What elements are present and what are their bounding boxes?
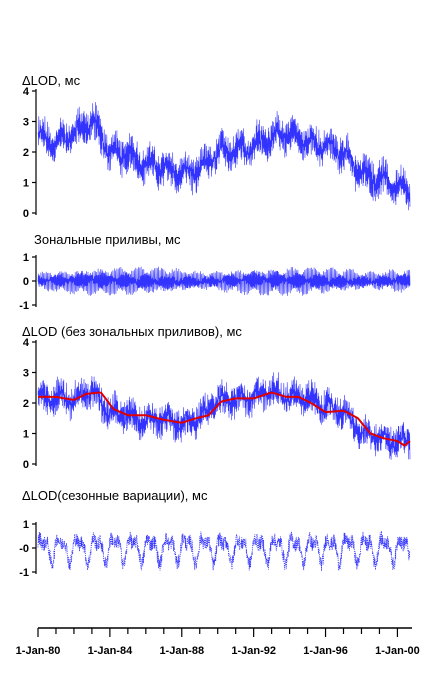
y-tick-label: 4 xyxy=(23,337,30,349)
y-tick-label: 0 xyxy=(23,208,29,220)
x-tick-label: 1-Jan-88 xyxy=(159,645,204,657)
y-tick-label: 1 xyxy=(23,429,29,441)
series-line xyxy=(37,529,411,572)
y-tick-label: 0 xyxy=(23,276,29,288)
y-tick-label: -1 xyxy=(19,567,29,579)
panel-2: -1 0 1 xyxy=(19,252,411,312)
y-tick-label: 3 xyxy=(23,368,29,380)
series-smooth-line xyxy=(38,391,411,447)
panel2-title: Зональные приливы, мс xyxy=(34,232,181,247)
panel-3: 0 1 2 3 4 xyxy=(23,337,411,471)
y-tick-label: 4 xyxy=(23,86,30,98)
panel-4: -1 -0 1 xyxy=(19,519,411,579)
panel3-title: ΔLOD (без зональных приливов), мс xyxy=(22,324,242,339)
panel-1: 0 1 2 3 4 xyxy=(23,86,411,220)
x-axis: 1-Jan-80 1-Jan-84 1-Jan-88 1-Jan-92 1-Jan-96… xyxy=(16,627,420,657)
panel4-title: ΔLOD(сезонные вариации), мс xyxy=(22,488,208,503)
panels: 0 1 2 3 4 -1 0 1 0 1 2 3 4 -1 -0 1 xyxy=(19,86,411,579)
y-tick-label: 1 xyxy=(23,178,29,190)
y-tick-label: -0 xyxy=(19,543,29,555)
panel1-title: ΔLOD, мс xyxy=(22,73,81,88)
series-line xyxy=(37,102,411,211)
series-line xyxy=(37,266,411,296)
y-tick-label: 3 xyxy=(23,117,29,129)
y-tick-label: 0 xyxy=(23,459,29,471)
y-tick-label: 1 xyxy=(23,519,29,531)
x-tick-label: 1-Jan-96 xyxy=(303,645,348,657)
y-tick-label: 1 xyxy=(23,252,29,264)
y-tick-label: 2 xyxy=(23,147,29,159)
y-tick-label: -1 xyxy=(19,300,29,312)
x-tick-label: 1-Jan-84 xyxy=(88,645,134,657)
x-tick-label: 1-Jan-92 xyxy=(231,645,276,657)
x-tick-label: 1-Jan-00 xyxy=(375,645,420,657)
y-tick-label: 2 xyxy=(23,398,29,410)
x-tick-label: 1-Jan-80 xyxy=(16,645,61,657)
